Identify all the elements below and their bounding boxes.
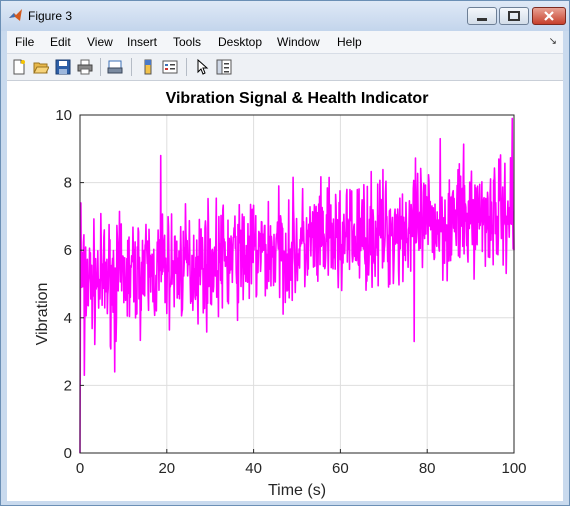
x-tick-label: 40 xyxy=(245,460,262,477)
tick-marks xyxy=(79,114,515,454)
minimize-icon xyxy=(477,18,487,21)
menu-edit[interactable]: Edit xyxy=(50,35,71,49)
y-tick-label: 6 xyxy=(64,242,72,259)
maximize-button[interactable] xyxy=(499,7,529,25)
y-tick-label: 2 xyxy=(64,377,72,394)
menu-insert[interactable]: Insert xyxy=(127,35,158,49)
menu-window[interactable]: Window xyxy=(277,35,320,49)
new-figure-icon[interactable] xyxy=(11,59,27,75)
x-tick-label: 0 xyxy=(76,460,84,477)
figure-client-area: File Edit View Insert Tools Desktop Wind… xyxy=(7,31,563,501)
x-tick-label: 20 xyxy=(158,460,175,477)
toolbar-separator xyxy=(186,58,187,76)
link-print-icon[interactable] xyxy=(107,59,123,75)
menu-help[interactable]: Help xyxy=(337,35,362,49)
menu-tools[interactable]: Tools xyxy=(173,35,202,49)
close-button[interactable] xyxy=(532,7,566,25)
figure-canvas: 0 20 40 60 80 100 0 2 4 6 8 10 Vibration Signal & … xyxy=(7,81,563,501)
x-axis-label: Time (s) xyxy=(268,482,326,499)
menu-bar: File Edit View Insert Tools Desktop Wind… xyxy=(7,31,563,54)
open-file-icon[interactable] xyxy=(33,59,49,75)
chart-title: Vibration Signal & Health Indicator xyxy=(166,90,429,107)
y-tick-label: 4 xyxy=(64,310,72,327)
menu-file[interactable]: File xyxy=(15,35,35,49)
y-tick-label: 10 xyxy=(55,107,72,124)
window-title: Figure 3 xyxy=(28,9,73,23)
toolbar-separator xyxy=(131,58,132,76)
x-tick-label: 100 xyxy=(501,460,526,477)
axes-box xyxy=(79,114,515,454)
property-editor-icon[interactable] xyxy=(216,59,232,75)
x-tick-label: 80 xyxy=(419,460,436,477)
print-icon[interactable] xyxy=(77,59,93,75)
x-tick-labels: 0 20 40 60 80 100 xyxy=(76,460,527,477)
dock-arrow-icon[interactable]: ↘ xyxy=(548,36,557,47)
vibration-series-line xyxy=(79,117,515,454)
y-tick-label: 0 xyxy=(64,445,72,462)
vibration-chart[interactable]: 0 20 40 60 80 100 0 2 4 6 8 10 Vibration Signal & … xyxy=(7,81,563,501)
y-tick-labels: 0 2 4 6 8 10 xyxy=(55,107,72,462)
close-icon xyxy=(544,11,554,21)
y-axis-label: Vibration xyxy=(34,283,51,346)
save-icon[interactable] xyxy=(55,59,71,75)
edit-plot-icon[interactable] xyxy=(194,59,210,75)
figure-toolbar xyxy=(7,54,563,81)
insert-legend-icon[interactable] xyxy=(162,59,178,75)
matlab-logo-icon xyxy=(9,9,22,21)
menu-view[interactable]: View xyxy=(87,35,113,49)
minimize-button[interactable] xyxy=(467,7,497,25)
toolbar-separator xyxy=(100,58,101,76)
series-layer xyxy=(79,117,515,454)
y-tick-label: 8 xyxy=(64,175,72,192)
insert-colorbar-icon[interactable] xyxy=(140,59,156,75)
title-bar[interactable]: Figure 3 xyxy=(1,1,569,31)
menu-desktop[interactable]: Desktop xyxy=(218,35,263,49)
maximize-icon xyxy=(508,11,520,21)
x-tick-label: 60 xyxy=(332,460,349,477)
